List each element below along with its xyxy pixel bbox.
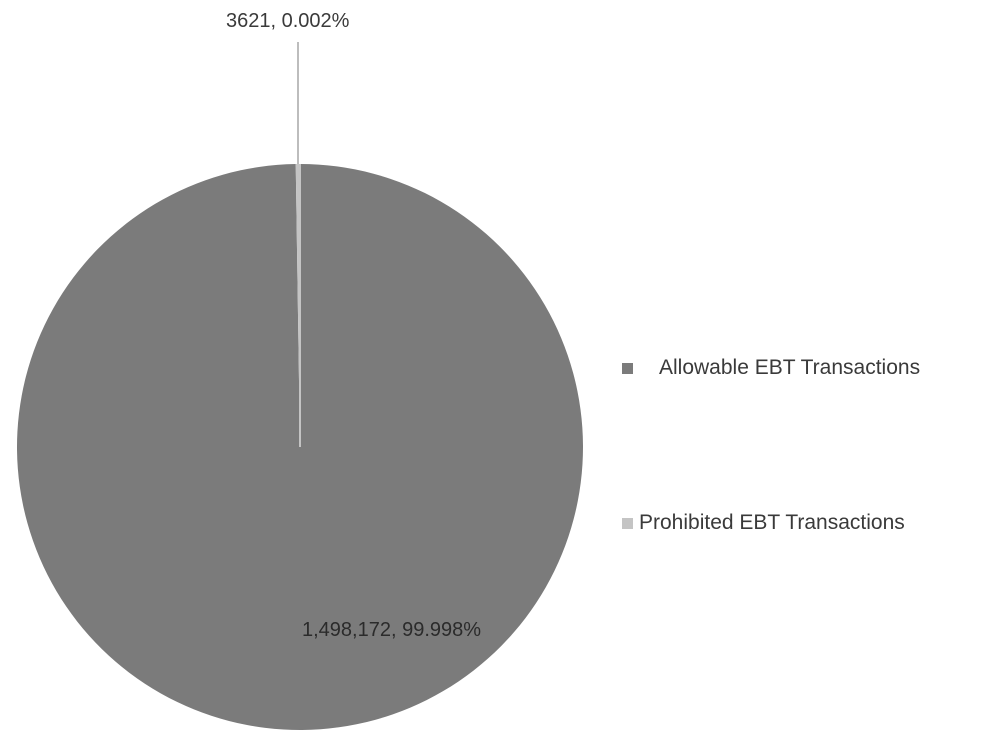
legend-label-prohibited: Prohibited EBT Transactions (639, 511, 905, 534)
legend-item-prohibited: Prohibited EBT Transactions (622, 511, 905, 535)
data-label-prohibited: 3621, 0.002% (226, 10, 350, 32)
legend-item-allowable: Allowable EBT Transactions (622, 356, 920, 380)
data-label-allowable: 1,498,172, 99.998% (302, 619, 481, 641)
slice-prohibited (295, 164, 300, 447)
legend-swatch-allowable (622, 362, 633, 374)
legend: Allowable EBT Transactions Prohibited EB… (622, 350, 977, 550)
legend-swatch-prohibited (622, 517, 633, 529)
legend-label-allowable: Allowable EBT Transactions (659, 356, 921, 379)
pie-slices (16, 164, 583, 730)
